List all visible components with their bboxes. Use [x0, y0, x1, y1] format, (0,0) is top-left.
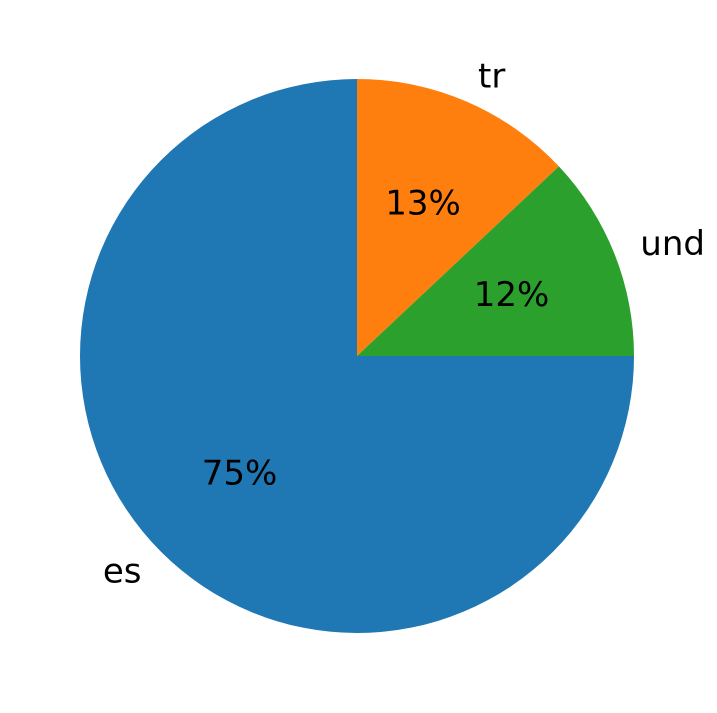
- slice-label-und: und: [640, 224, 705, 264]
- slice-value-label-es: 75%: [202, 454, 278, 494]
- slice-label-es: es: [103, 551, 142, 591]
- slice-value-label-und: 12%: [474, 275, 550, 315]
- pie-slice-tr: [357, 79, 559, 356]
- slice-label-tr: tr: [478, 56, 505, 96]
- pie-slice-und: [357, 166, 634, 356]
- pie-slices: [80, 79, 634, 633]
- pie-labels: es 75% tr 13% und 12%: [103, 56, 705, 591]
- slice-value-label-tr: 13%: [385, 183, 461, 223]
